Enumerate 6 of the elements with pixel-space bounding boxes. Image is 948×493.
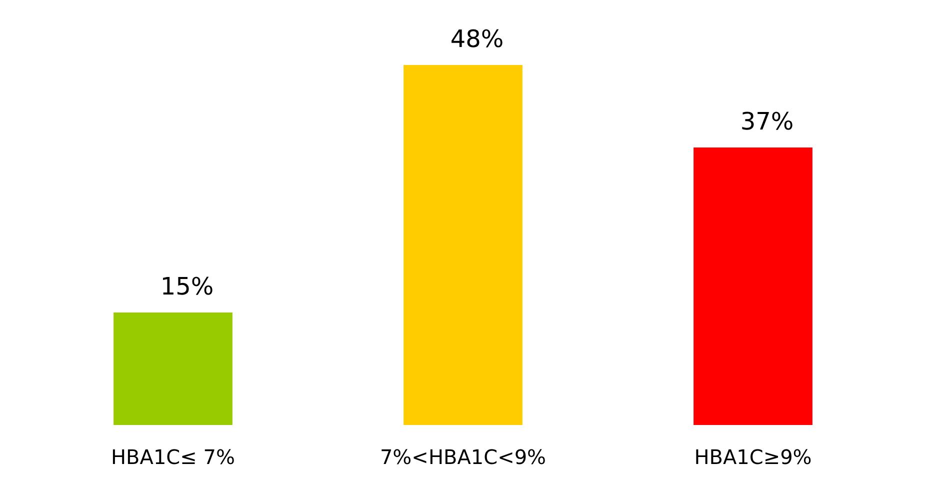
x-tick-label: HBA1C≥9% bbox=[694, 445, 812, 470]
data-label: 15% bbox=[160, 272, 214, 301]
data-label: 37% bbox=[740, 108, 794, 136]
x-tick-label: 7%<HBA1C<9% bbox=[380, 445, 546, 470]
x-tick-label: HBA1C≤ 7% bbox=[111, 445, 235, 470]
data-label: 48% bbox=[450, 25, 504, 54]
